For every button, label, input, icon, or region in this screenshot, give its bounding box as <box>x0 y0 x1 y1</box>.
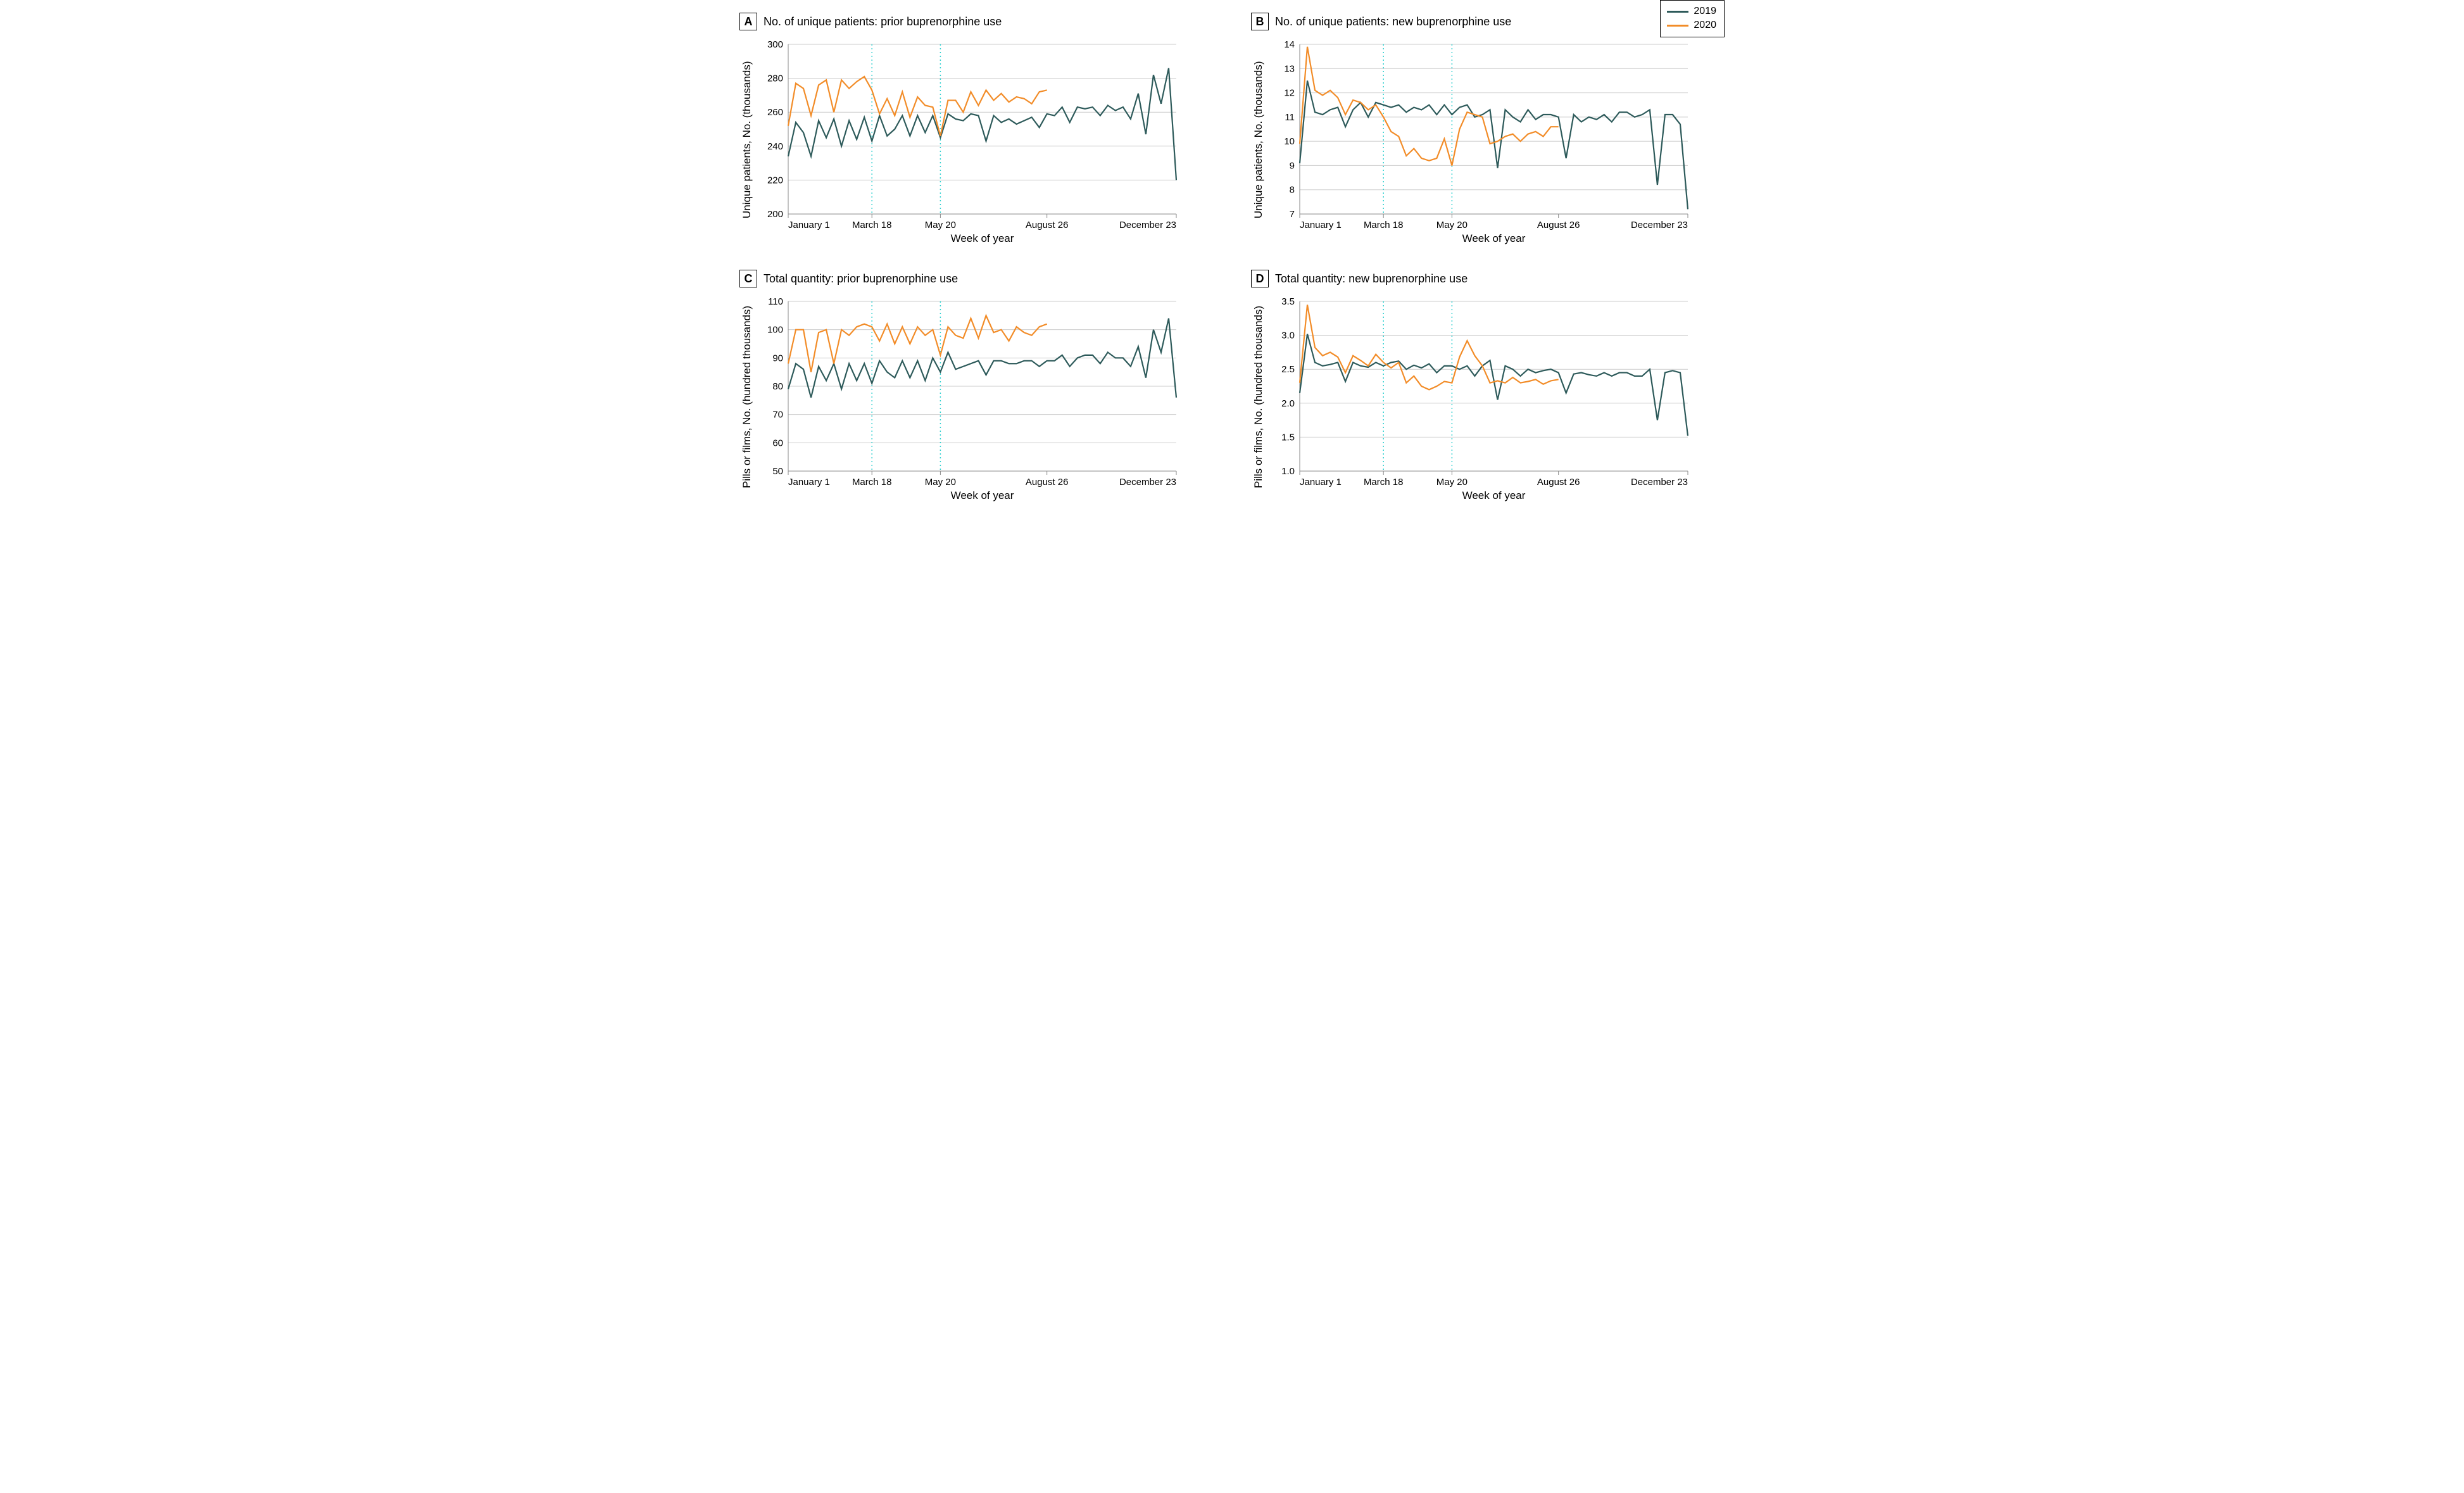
svg-text:December 23: December 23 <box>1631 220 1688 230</box>
svg-text:January 1: January 1 <box>1300 477 1342 488</box>
plot-wrap: Pills or films, No. (hundred thousands)1… <box>1251 293 1725 501</box>
plot-wrap: Pills or films, No. (hundred thousands)5… <box>739 293 1213 501</box>
panel-grid: A No. of unique patients: prior buprenorp… <box>739 13 1725 501</box>
plot-svg: 1.0 1.5 2.0 2.5 3.0 3.5 January 1 March 18 May 2… <box>1265 293 1695 501</box>
svg-text:March 18: March 18 <box>852 220 892 230</box>
panel-C: C Total quantity: prior buprenorphine use… <box>739 270 1213 501</box>
plot-area: 7 8 9 10 11 12 13 14 January 1 March 18 May 20 Augu… <box>1265 35 1695 244</box>
panel-A: A No. of unique patients: prior buprenorp… <box>739 13 1213 244</box>
svg-text:110: 110 <box>768 296 783 307</box>
legend-swatch <box>1667 25 1688 27</box>
svg-text:13: 13 <box>1284 63 1295 74</box>
svg-text:March 18: March 18 <box>852 477 892 488</box>
svg-text:1.5: 1.5 <box>1281 432 1295 443</box>
svg-text:80: 80 <box>772 381 783 392</box>
svg-text:3.0: 3.0 <box>1281 331 1295 341</box>
svg-text:300: 300 <box>767 39 783 50</box>
legend-swatch <box>1667 11 1688 13</box>
plot-area: 1.0 1.5 2.0 2.5 3.0 3.5 January 1 March 18 May 2… <box>1265 293 1695 501</box>
svg-text:280: 280 <box>767 73 783 84</box>
svg-text:50: 50 <box>772 466 783 477</box>
series-2020 <box>1300 47 1559 166</box>
panel-letter: A <box>739 13 757 30</box>
svg-text:240: 240 <box>767 141 783 152</box>
plot-svg: 200 220 240 260 280 300 January 1 March 18 May 2… <box>753 35 1184 244</box>
svg-text:January 1: January 1 <box>1300 220 1342 230</box>
svg-text:2.0: 2.0 <box>1281 398 1295 409</box>
series-2020 <box>788 77 1047 136</box>
legend-label: 2020 <box>1694 18 1716 32</box>
x-axis-label: Week of year <box>1462 489 1526 501</box>
svg-text:May 20: May 20 <box>925 220 956 230</box>
svg-text:August 26: August 26 <box>1026 220 1069 230</box>
svg-text:March 18: March 18 <box>1364 477 1404 488</box>
y-axis-label: Unique patients, No. (thousands) <box>1251 35 1265 244</box>
svg-text:12: 12 <box>1284 88 1295 99</box>
svg-text:May 20: May 20 <box>1436 477 1468 488</box>
svg-text:260: 260 <box>767 107 783 118</box>
svg-text:10: 10 <box>1284 136 1295 147</box>
svg-text:January 1: January 1 <box>788 220 830 230</box>
x-axis-label: Week of year <box>951 489 1014 501</box>
y-axis-label: Pills or films, No. (hundred thousands) <box>1251 293 1265 501</box>
panel-title: No. of unique patients: new buprenorphin… <box>1275 15 1511 28</box>
plot-area: 200 220 240 260 280 300 January 1 March 18 May 2… <box>753 35 1184 244</box>
plot-wrap: Unique patients, No. (thousands) 200 220 24… <box>739 35 1213 244</box>
svg-text:100: 100 <box>767 325 783 336</box>
y-axis-label: Unique patients, No. (thousands) <box>739 35 753 244</box>
panel-header: B No. of unique patients: new buprenorphi… <box>1251 13 1725 30</box>
panel-header: D Total quantity: new buprenorphine use <box>1251 270 1725 287</box>
svg-text:December 23: December 23 <box>1119 220 1176 230</box>
svg-text:9: 9 <box>1290 160 1295 171</box>
svg-text:8: 8 <box>1290 185 1295 196</box>
panel-D: D Total quantity: new buprenorphine use Pi… <box>1251 270 1725 501</box>
plot-svg: 7 8 9 10 11 12 13 14 January 1 March 18 May 20 Augu… <box>1265 35 1695 244</box>
svg-text:90: 90 <box>772 353 783 363</box>
legend-label: 2019 <box>1694 4 1716 18</box>
svg-text:January 1: January 1 <box>788 477 830 488</box>
panel-title: Total quantity: prior buprenorphine use <box>764 272 958 286</box>
svg-text:200: 200 <box>767 209 783 220</box>
svg-text:May 20: May 20 <box>925 477 956 488</box>
panel-letter: D <box>1251 270 1269 287</box>
panel-B: B No. of unique patients: new buprenorphi… <box>1251 13 1725 244</box>
svg-text:December 23: December 23 <box>1119 477 1176 488</box>
panel-header: A No. of unique patients: prior buprenorp… <box>739 13 1213 30</box>
y-axis-label: Pills or films, No. (hundred thousands) <box>739 293 753 501</box>
legend-item: 2020 <box>1667 18 1716 32</box>
svg-text:2.5: 2.5 <box>1281 364 1295 375</box>
svg-text:7: 7 <box>1290 209 1295 220</box>
svg-text:May 20: May 20 <box>1436 220 1468 230</box>
svg-text:August 26: August 26 <box>1537 220 1580 230</box>
panel-letter: C <box>739 270 757 287</box>
panel-letter: B <box>1251 13 1269 30</box>
svg-text:70: 70 <box>772 410 783 420</box>
svg-text:14: 14 <box>1284 39 1295 50</box>
figure: 20192020 A No. of unique patients: prior … <box>733 0 1731 508</box>
series-2020 <box>1300 305 1559 389</box>
svg-text:August 26: August 26 <box>1537 477 1580 488</box>
x-axis-label: Week of year <box>1462 232 1526 244</box>
plot-wrap: Unique patients, No. (thousands) 7 8 9 10 11 1… <box>1251 35 1725 244</box>
x-axis-label: Week of year <box>951 232 1014 244</box>
plot-area: 50 60 70 80 90 100 110 January 1 March 18 May 20 A… <box>753 293 1184 501</box>
svg-text:60: 60 <box>772 438 783 448</box>
svg-text:3.5: 3.5 <box>1281 296 1295 307</box>
svg-text:March 18: March 18 <box>1364 220 1404 230</box>
plot-svg: 50 60 70 80 90 100 110 January 1 March 18 May 20 A… <box>753 293 1184 501</box>
panel-header: C Total quantity: prior buprenorphine use <box>739 270 1213 287</box>
panel-title: No. of unique patients: prior buprenorph… <box>764 15 1002 28</box>
legend: 20192020 <box>1660 0 1725 37</box>
series-2019 <box>1300 334 1688 436</box>
svg-text:220: 220 <box>767 175 783 186</box>
svg-text:August 26: August 26 <box>1026 477 1069 488</box>
svg-text:December 23: December 23 <box>1631 477 1688 488</box>
legend-item: 2019 <box>1667 4 1716 18</box>
svg-text:11: 11 <box>1285 112 1295 123</box>
svg-text:1.0: 1.0 <box>1281 466 1295 477</box>
panel-title: Total quantity: new buprenorphine use <box>1275 272 1468 286</box>
